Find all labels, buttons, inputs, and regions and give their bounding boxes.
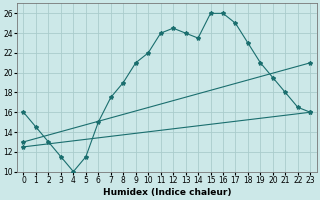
X-axis label: Humidex (Indice chaleur): Humidex (Indice chaleur) xyxy=(103,188,231,197)
